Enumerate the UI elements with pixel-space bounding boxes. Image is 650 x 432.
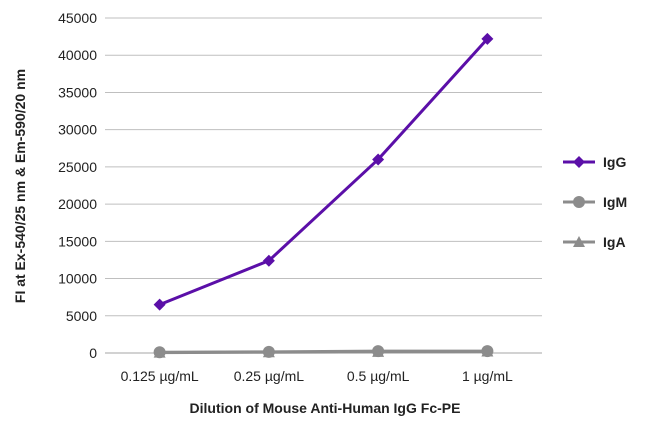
data-point-igg [372, 153, 385, 166]
y-tick-label: 15000 [58, 233, 97, 249]
x-tick-label: 1 µg/mL [462, 368, 513, 384]
data-point-igg [153, 298, 166, 311]
y-tick-label: 0 [89, 345, 97, 361]
x-axis-title: Dilution of Mouse Anti-Human IgG Fc-PE [190, 400, 461, 416]
y-tick-labels: 0 5000 10000 15000 20000 25000 30000 35000 40000… [58, 10, 97, 361]
legend-label-iga: IgA [603, 234, 626, 250]
x-tick-label: 0.25 µg/mL [234, 368, 305, 384]
x-tick-labels: 0.125 µg/mL 0.25 µg/mL 0.5 µg/mL 1 µg/mL [121, 368, 513, 384]
y-tick-label: 20000 [58, 196, 97, 212]
data-point-igm [481, 345, 494, 358]
legend-marker-iga [573, 236, 585, 247]
data-point-igg [481, 32, 494, 45]
y-tick-label: 45000 [58, 10, 97, 26]
y-tick-label: 40000 [58, 47, 97, 63]
y-tick-label: 5000 [66, 308, 97, 324]
data-point-igm [372, 345, 385, 358]
series-line-igm [159, 349, 488, 354]
x-tick-label: 0.125 µg/mL [121, 368, 199, 384]
y-axis-title: FI at Ex-540/25 nm & Em-590/20 nm [12, 69, 28, 303]
legend-label-igm: IgM [603, 194, 627, 210]
legend-label-igg: IgG [603, 154, 626, 170]
y-tick-label: 10000 [58, 271, 97, 287]
gridlines [105, 17, 542, 354]
x-tick-label: 0.5 µg/mL [347, 368, 410, 384]
series-layer [153, 32, 494, 359]
legend-marker-igg [573, 156, 585, 168]
y-tick-label: 35000 [58, 84, 97, 100]
y-tick-label: 25000 [58, 159, 97, 175]
legend-marker-igm [573, 196, 585, 208]
series-line-igg [159, 37, 489, 307]
legend: IgG IgM IgA [563, 154, 627, 250]
data-point-igm [153, 346, 166, 359]
data-point-igm [262, 345, 275, 358]
data-point-igg [262, 254, 275, 267]
y-tick-label: 30000 [58, 122, 97, 138]
